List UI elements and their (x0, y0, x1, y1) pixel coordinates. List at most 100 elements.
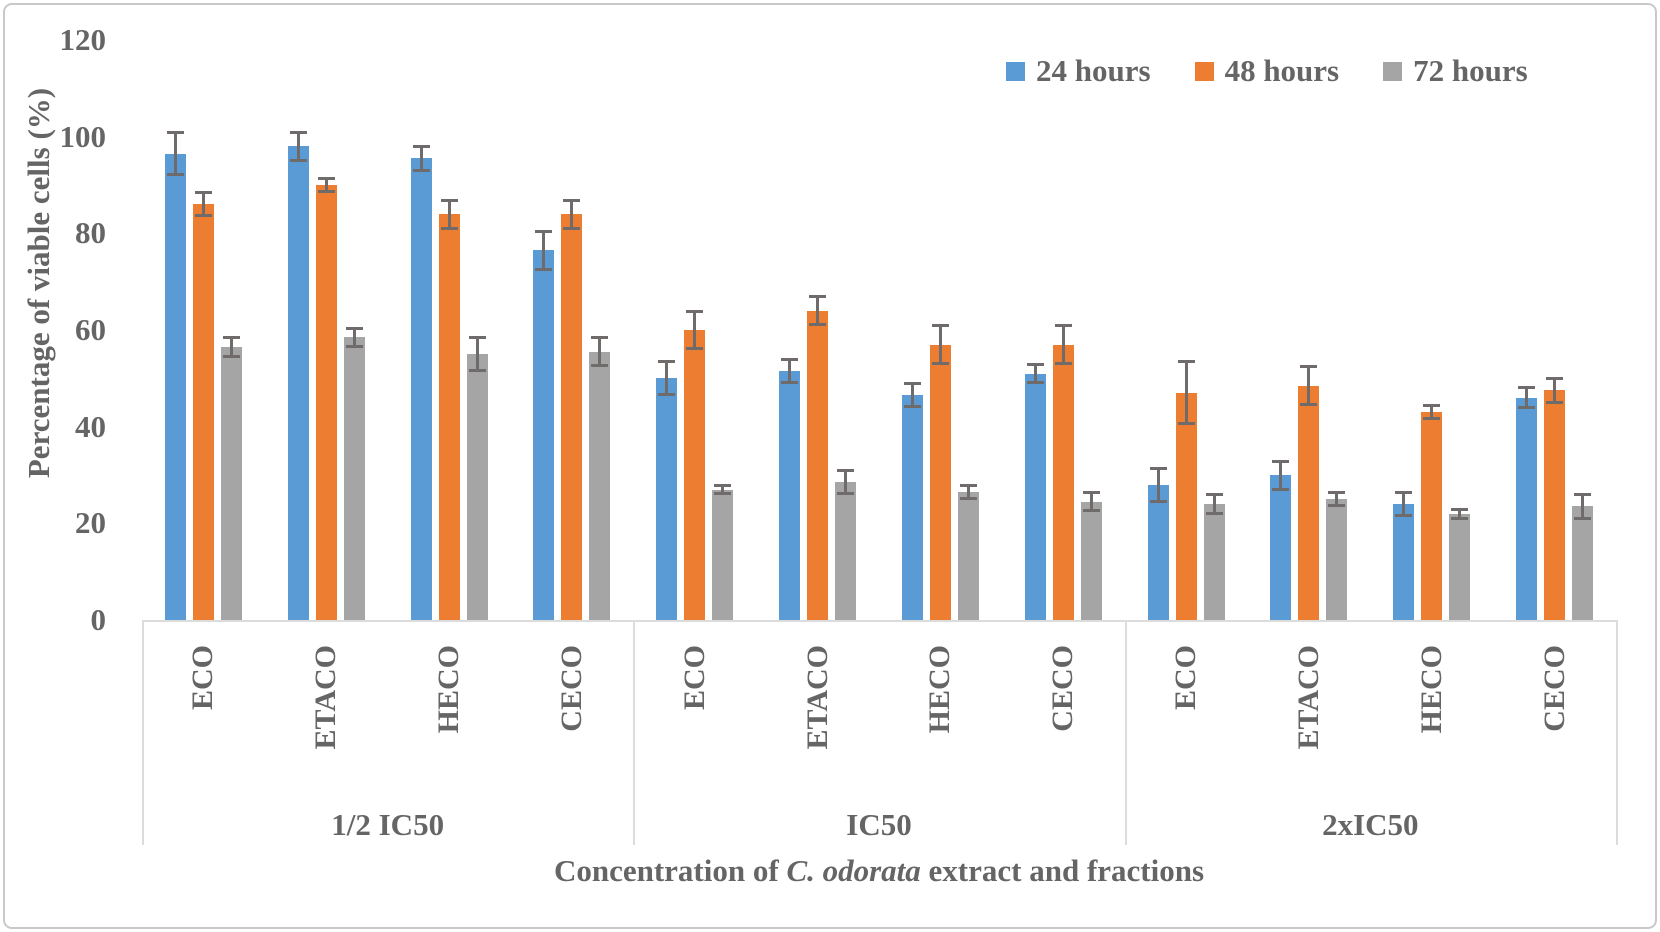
error-bar-cap (591, 364, 609, 368)
bar-72-hours-heco-1-2-ic50 (466, 354, 488, 620)
error-bar-cap (1518, 386, 1536, 390)
category-label-ceco-ic50: CECO (1046, 645, 1080, 732)
error-bar-cap (440, 226, 458, 230)
error-bar-cap (959, 497, 977, 501)
bar-72-hours-heco-ic50 (957, 491, 979, 620)
y-tick-label-20: 20 (75, 505, 106, 541)
error-bar-cap (1054, 324, 1072, 328)
error-bar-line (598, 337, 602, 367)
error-bar-cap (686, 347, 704, 351)
error-bar-cap (1082, 490, 1100, 494)
error-bar-line (938, 325, 942, 364)
bar-72-hours-eco-ic50 (712, 489, 734, 620)
bar-72-hours-ceco-2xic50 (1572, 506, 1594, 620)
category-label-ceco-1-2-ic50: CECO (554, 645, 588, 732)
bar-24-hours-ceco-1-2-ic50 (533, 250, 555, 620)
legend-swatch-icon-72-hours (1383, 61, 1403, 81)
category-label-eco-ic50: ECO (677, 645, 711, 711)
bar-48-hours-eco-ic50 (684, 330, 706, 620)
bar-24-hours-eco-2xic50 (1147, 484, 1169, 620)
error-bar-cap (1423, 417, 1441, 421)
category-axis-divider (1124, 620, 1127, 845)
bar-24-hours-etaco-2xic50 (1270, 475, 1292, 620)
error-bar-cap (591, 336, 609, 340)
bar-24-hours-heco-2xic50 (1393, 504, 1415, 620)
error-bar-line (910, 383, 914, 408)
error-bar-cap (1451, 507, 1469, 511)
error-bar-line (1156, 467, 1160, 502)
error-bar-line (816, 296, 820, 326)
error-bar-cap (440, 198, 458, 202)
error-bar-cap (781, 381, 799, 385)
legend-item-24-hours: 24 hours (1006, 52, 1151, 90)
error-bar-cap (1328, 504, 1346, 508)
legend: 24 hours 48 hours 72 hours (1006, 52, 1528, 90)
legend-item-48-hours: 48 hours (1194, 52, 1340, 90)
error-bar-cap (166, 130, 184, 134)
bar-24-hours-ceco-ic50 (1024, 373, 1046, 620)
error-bar-line (1402, 491, 1406, 517)
error-bar-line (844, 470, 848, 495)
error-bar-cap (317, 190, 335, 194)
bar-24-hours-eco-1-2-ic50 (164, 153, 186, 620)
bar-24-hours-etaco-1-2-ic50 (287, 146, 309, 620)
error-bar-line (1525, 387, 1529, 409)
error-bar-cap (809, 295, 827, 299)
bar-72-hours-etaco-ic50 (835, 482, 857, 620)
category-label-eco-1-2-ic50: ECO (186, 645, 220, 711)
x-axis-line (142, 620, 1616, 622)
error-bar-line (1458, 508, 1462, 519)
error-bar-cap (222, 354, 240, 358)
error-bar-line (1089, 491, 1093, 512)
error-bar-cap (194, 214, 212, 218)
error-bar-cap (1300, 365, 1318, 369)
category-label-heco-ic50: HECO (923, 645, 957, 734)
bar-24-hours-heco-1-2-ic50 (410, 158, 432, 620)
legend-label-24-hours: 24 hours (1036, 53, 1151, 88)
error-bar-cap (345, 344, 363, 348)
category-label-heco-2xic50: HECO (1414, 645, 1448, 734)
error-bar-line (1212, 494, 1216, 514)
error-bar-cap (1177, 360, 1195, 364)
error-bar-line (324, 177, 328, 193)
x-axis-title-species: C. odorata (786, 853, 921, 888)
error-bar-cap (1272, 459, 1290, 463)
error-bar-cap (1451, 516, 1469, 520)
error-bar-cap (1082, 509, 1100, 513)
bar-48-hours-eco-2xic50 (1175, 392, 1197, 620)
error-bar-line (693, 310, 697, 350)
bar-72-hours-ceco-1-2-ic50 (589, 351, 611, 620)
error-bar-cap (1026, 381, 1044, 385)
error-bar-line (1033, 363, 1037, 384)
legend-label-72-hours: 72 hours (1413, 53, 1528, 88)
bar-48-hours-eco-1-2-ic50 (192, 204, 214, 620)
error-bar-cap (1423, 403, 1441, 407)
error-bar-line (1430, 404, 1434, 420)
error-bar-cap (837, 469, 855, 473)
error-bar-cap (535, 267, 553, 271)
legend-label-48-hours: 48 hours (1224, 53, 1340, 88)
error-bar-line (966, 484, 970, 500)
error-bar-line (419, 146, 423, 171)
legend-item-72-hours: 72 hours (1383, 52, 1528, 90)
group-label-1-2-ic50: 1/2 IC50 (331, 807, 445, 842)
bar-72-hours-eco-1-2-ic50 (220, 346, 242, 620)
bar-48-hours-heco-2xic50 (1421, 412, 1443, 620)
category-label-etaco-2xic50: ETACO (1291, 645, 1325, 750)
error-bar-cap (468, 369, 486, 373)
bar-24-hours-heco-ic50 (901, 395, 923, 620)
error-bar-cap (563, 198, 581, 202)
bar-48-hours-ceco-2xic50 (1544, 390, 1566, 620)
bar-72-hours-ceco-ic50 (1080, 501, 1102, 620)
error-bar-line (1307, 366, 1311, 405)
bar-72-hours-heco-2xic50 (1449, 513, 1471, 620)
error-bar-cap (781, 358, 799, 361)
error-bar-cap (903, 405, 921, 409)
y-tick-label-120: 120 (59, 22, 107, 57)
error-bar-cap (714, 492, 732, 496)
error-bar-line (201, 192, 205, 217)
error-bar-line (173, 131, 177, 176)
error-bar-cap (289, 130, 307, 134)
error-bar-line (296, 131, 300, 161)
